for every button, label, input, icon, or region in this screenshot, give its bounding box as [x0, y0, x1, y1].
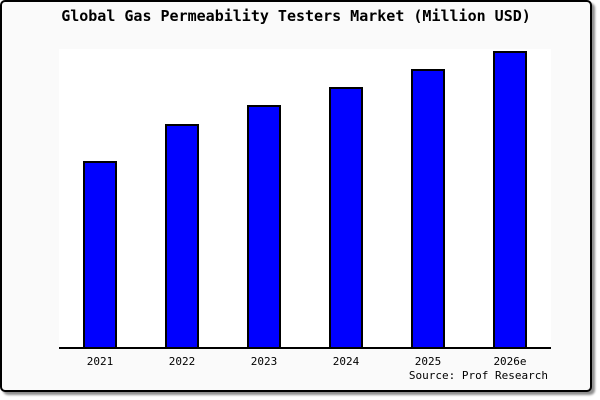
bar-2023	[247, 104, 281, 347]
bar-2024	[329, 86, 363, 347]
bar-2022	[165, 124, 199, 347]
plot-area	[59, 49, 551, 349]
bar-slot-2023	[223, 49, 305, 347]
bar-slot-2021	[59, 49, 141, 347]
x-tick-label-2026e: 2026e	[493, 355, 527, 368]
x-tick-label-2025: 2025	[414, 355, 442, 368]
bar-slot-2022	[141, 49, 223, 347]
bar-2026e	[493, 50, 527, 347]
bar-2021	[83, 161, 117, 347]
x-tick-label-2021: 2021	[86, 355, 114, 368]
bar-2025	[411, 68, 445, 347]
x-tick-label-2024: 2024	[332, 355, 360, 368]
chart-title: Global Gas Permeability Testers Market (…	[61, 7, 531, 25]
x-axis-labels: 2021 2022 2023 2024 2025 2026e	[59, 355, 551, 368]
bar-slot-2025	[387, 49, 469, 347]
chart-card: Global Gas Permeability Testers Market (…	[0, 0, 592, 392]
source-note: Source: Prof Research	[408, 369, 548, 382]
x-tick-label-2023: 2023	[250, 355, 278, 368]
bar-slot-2026e	[469, 49, 551, 347]
bars-container	[59, 49, 551, 347]
x-tick-label-2022: 2022	[168, 355, 196, 368]
bar-slot-2024	[305, 49, 387, 347]
